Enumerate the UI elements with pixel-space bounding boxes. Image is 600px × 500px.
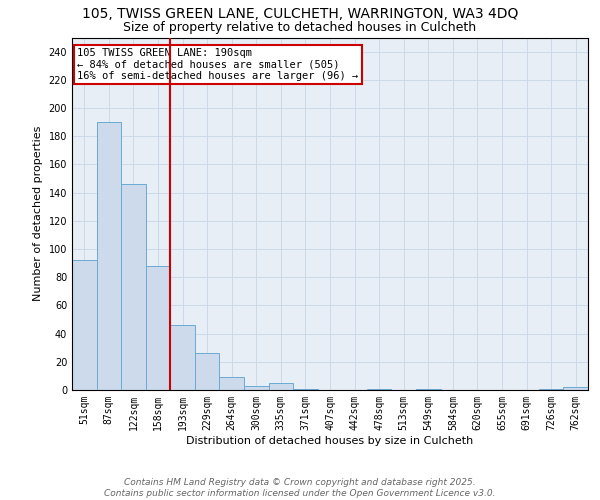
Text: 105, TWISS GREEN LANE, CULCHETH, WARRINGTON, WA3 4DQ: 105, TWISS GREEN LANE, CULCHETH, WARRING… xyxy=(82,8,518,22)
Bar xyxy=(416,388,440,390)
Text: Size of property relative to detached houses in Culcheth: Size of property relative to detached ho… xyxy=(124,21,476,34)
Bar xyxy=(97,122,121,390)
Bar xyxy=(293,388,318,390)
Bar xyxy=(170,325,195,390)
Bar xyxy=(220,378,244,390)
Bar xyxy=(146,266,170,390)
Bar xyxy=(195,354,220,390)
Text: Contains HM Land Registry data © Crown copyright and database right 2025.
Contai: Contains HM Land Registry data © Crown c… xyxy=(104,478,496,498)
Bar xyxy=(244,386,269,390)
Bar xyxy=(539,388,563,390)
Bar xyxy=(72,260,97,390)
Bar xyxy=(121,184,146,390)
Bar xyxy=(563,387,588,390)
Y-axis label: Number of detached properties: Number of detached properties xyxy=(33,126,43,302)
X-axis label: Distribution of detached houses by size in Culcheth: Distribution of detached houses by size … xyxy=(187,436,473,446)
Bar xyxy=(269,383,293,390)
Text: 105 TWISS GREEN LANE: 190sqm
← 84% of detached houses are smaller (505)
16% of s: 105 TWISS GREEN LANE: 190sqm ← 84% of de… xyxy=(77,48,358,82)
Bar xyxy=(367,388,391,390)
